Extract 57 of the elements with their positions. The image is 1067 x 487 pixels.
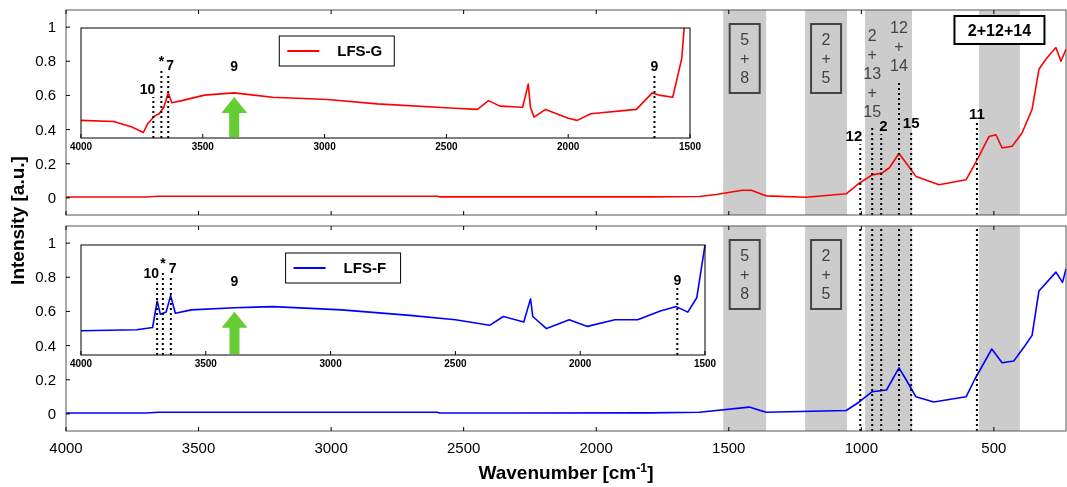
y-tick-label: 0.2 [35, 370, 56, 388]
y-tick-label: 0.6 [35, 302, 56, 320]
y-tick-label: 1 [47, 18, 56, 36]
annotation: 9 [230, 57, 239, 74]
band-label: 2+5 [821, 31, 831, 86]
legend-label: LFS-G [337, 42, 383, 59]
x-tick-label: 2000 [579, 439, 613, 456]
annotation: 12+14 [890, 18, 908, 74]
x-tick-label: 2000 [569, 358, 592, 369]
annotation: 2 [879, 117, 888, 134]
x-tick-label: 500 [981, 439, 1007, 456]
x-tick-label: 1000 [844, 439, 879, 456]
x-tick-label: 3000 [313, 141, 337, 152]
y-tick-label: 0.8 [35, 268, 56, 286]
annotation: 9 [230, 272, 239, 289]
y-tick-label: 0 [47, 188, 56, 206]
x-axis-title: Wavenumber [cm$^{-1}$] [478, 461, 654, 483]
x-tick-label: 3500 [194, 358, 218, 369]
band-label: 5+8 [740, 31, 750, 86]
annotation: 12 [845, 127, 863, 145]
x-tick-label: 4000 [69, 358, 93, 369]
x-tick-label: 3500 [181, 439, 216, 456]
annotation: 11 [968, 105, 985, 123]
y-tick-label: 0.4 [35, 336, 56, 354]
x-tick-label: 1500 [678, 141, 702, 152]
legend-label: LFS-F [343, 259, 387, 276]
annotation: 7 [168, 259, 177, 276]
annotation: * [158, 52, 165, 69]
y-tick-label: 0.4 [35, 120, 56, 138]
band-label: 2+12+14 [967, 22, 1032, 39]
y-tick-label: 0.6 [35, 86, 56, 104]
x-tick-label: 2000 [557, 141, 580, 152]
annotation: * [160, 255, 167, 272]
y-tick-label: 0.8 [35, 52, 56, 70]
y-tick-label: 0 [47, 404, 56, 422]
x-tick-label: 1500 [693, 358, 717, 369]
band-label: 2+5 [821, 247, 831, 302]
annotation: 10 [143, 265, 160, 282]
x-tick-label: 4000 [49, 439, 83, 456]
x-tick-label: 4000 [69, 141, 93, 152]
annotation: 2+13+15 [863, 26, 882, 120]
x-tick-label: 2500 [444, 358, 467, 369]
x-tick-label: 2500 [446, 439, 481, 456]
annotation: 7 [166, 56, 175, 73]
x-tick-label: 3000 [314, 439, 348, 456]
x-tick-label: 2500 [435, 141, 458, 152]
x-tick-label: 3500 [191, 141, 215, 152]
annotation: 9 [650, 58, 659, 74]
y-axis-title: Intensity [a.u.] [7, 156, 28, 285]
x-tick-label: 1500 [712, 439, 746, 456]
y-tick-label: 1 [47, 234, 56, 252]
annotation: 15 [902, 113, 920, 131]
y-tick-label: 0.2 [35, 154, 56, 172]
band-label: 5+8 [740, 247, 750, 302]
annotation: 9 [673, 271, 682, 288]
x-tick-label: 3000 [319, 358, 343, 369]
annotation: 10 [139, 81, 156, 98]
